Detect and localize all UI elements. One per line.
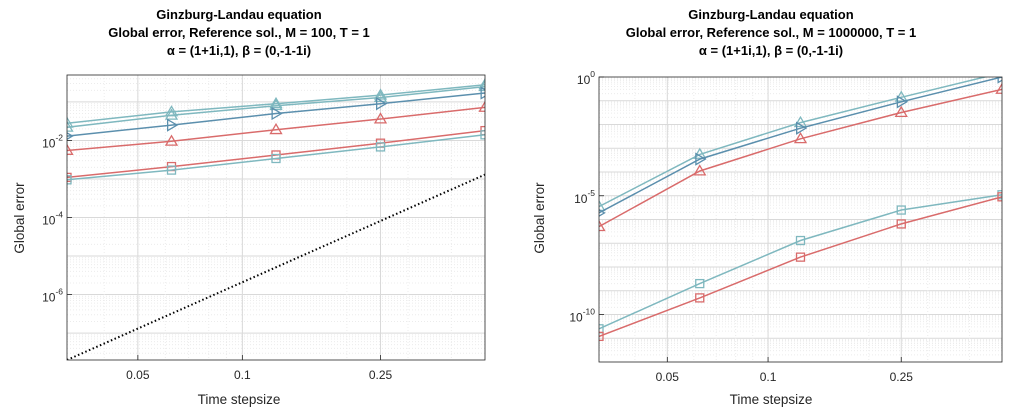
right-chart-series-1-point-2	[796, 121, 808, 135]
right-chart-y-tick-base-2: 10	[569, 311, 583, 325]
left-chart-series-3-point-0	[67, 143, 74, 155]
right-chart-x-axis-label: Time stepsize	[730, 392, 813, 407]
right-chart-series-0-point-4	[995, 77, 1002, 78]
left-chart-y-axis-label: Global error	[12, 182, 27, 254]
left-chart-series-3-point-3	[373, 112, 388, 124]
right-chart-panel: Ginzburg-Landau equation Global error, R…	[532, 7, 1003, 407]
right-chart-axes-box	[598, 76, 1003, 363]
right-chart-series-2-point-0	[599, 219, 606, 232]
right-chart-y-tick-exponent-1: -5	[587, 188, 595, 198]
left-chart-series-3-point-2	[269, 122, 283, 135]
right-chart-series-3-line	[599, 194, 1002, 330]
left-chart-series-5-point-3	[375, 142, 386, 152]
left-chart-series-0-line	[67, 83, 485, 124]
left-chart-y-tick-base-1: 10	[42, 214, 56, 228]
right-chart-x-tick-label-2: 0.25	[890, 370, 914, 384]
left-chart-y-tick-label-1: 10-4	[42, 210, 63, 228]
left-chart-series-2-point-3	[375, 97, 388, 111]
left-chart-series-6-line	[67, 173, 485, 360]
right-chart-series-2-point-2	[793, 132, 808, 144]
left-chart-panel: Ginzburg-Landau equation Global error, R…	[12, 7, 486, 407]
left-chart-series-2-line	[67, 92, 485, 137]
left-chart-series-1-point-4	[478, 79, 485, 92]
right-chart-series-4-point-4	[997, 192, 1002, 202]
left-chart-title-line-2: Global error, Reference sol., M = 100, T…	[108, 25, 370, 40]
right-chart-title-line-1: Ginzburg-Landau equation	[688, 7, 853, 22]
right-chart-x-tick-label-1: 0.1	[760, 370, 777, 384]
left-chart-series-5-point-1	[166, 165, 177, 175]
left-chart-title-line-1: Ginzburg-Landau equation	[156, 7, 321, 22]
left-chart-series-3-line	[67, 106, 485, 152]
right-chart-series-group	[599, 77, 1002, 342]
right-chart-y-tick-base-1: 10	[574, 192, 588, 206]
left-chart-title-line-3: α = (1+1i,1), β = (0,-1-1i)	[167, 43, 311, 58]
left-chart-series-3-point-4	[478, 100, 485, 112]
left-chart-x-tick-label-1: 0.1	[234, 368, 251, 382]
left-chart-y-tick-label-2: 10-6	[42, 287, 63, 305]
right-chart-series-3-point-1	[695, 278, 705, 289]
right-chart-series-2-point-1	[693, 164, 707, 176]
left-chart-series-2-point-2	[271, 106, 283, 121]
right-chart-y-tick-label-1: 10-5	[574, 188, 595, 206]
left-chart-series-5-point-2	[271, 153, 281, 164]
right-chart-series-1-point-0	[599, 208, 606, 217]
left-chart-y-tick-base-0: 10	[42, 136, 56, 150]
left-chart-series-5-line	[67, 134, 485, 181]
left-chart-grid	[67, 75, 485, 360]
left-chart-series-0-point-0	[67, 116, 74, 128]
left-chart-y-tick-exponent-0: -2	[55, 132, 63, 142]
left-chart-series-group	[67, 77, 485, 360]
right-chart-y-tick-base-0: 10	[577, 73, 591, 87]
left-chart-series-5-point-0	[67, 175, 72, 185]
right-chart-series-4-line	[599, 196, 1002, 338]
left-chart-series-2-point-1	[166, 118, 179, 132]
left-chart-series-1-point-3	[373, 90, 388, 103]
right-chart-series-4-point-2	[795, 252, 806, 262]
right-chart-grid	[599, 77, 1002, 362]
right-chart-x-tick-label-0: 0.05	[656, 370, 680, 384]
left-chart-series-1-point-2	[269, 98, 283, 111]
right-chart-series-3-point-3	[896, 205, 906, 215]
left-chart-series-2-point-0	[67, 132, 74, 141]
left-chart-series-5-point-4	[480, 130, 485, 140]
left-chart-y-tick-base-2: 10	[42, 291, 56, 305]
left-chart-series-0-point-4	[478, 77, 485, 90]
left-chart-x-axis-label: Time stepsize	[198, 392, 281, 407]
right-chart-series-2-point-4	[995, 82, 1002, 94]
left-chart-series-2-point-4	[480, 86, 485, 100]
right-chart-series-1-line	[599, 77, 1002, 214]
right-chart-series-4-point-3	[896, 219, 906, 229]
right-chart-series-2-point-3	[894, 105, 908, 118]
left-chart-series-1-point-1	[164, 108, 179, 120]
right-chart-series-2-line	[599, 88, 1002, 228]
left-chart-y-tick-exponent-1: -4	[55, 210, 63, 220]
right-chart-title-line-2: Global error, Reference sol., M = 100000…	[626, 25, 916, 40]
right-chart-series-1-point-3	[896, 95, 909, 109]
right-chart-series-0-line	[599, 77, 988, 208]
left-chart-series-1-line	[67, 85, 485, 129]
right-chart-title-line-3: α = (1+1i,1), β = (0,-1-1i)	[699, 43, 843, 58]
right-chart-y-tick-exponent-2: -10	[583, 307, 596, 317]
left-chart-series-3-point-1	[164, 134, 179, 146]
left-chart-x-tick-label-2: 0.25	[369, 368, 393, 382]
left-chart-y-tick-exponent-2: -6	[55, 287, 63, 297]
right-chart-series-0-point-0	[599, 199, 606, 212]
left-chart-y-tick-label-0: 10-2	[42, 132, 63, 150]
right-chart-series-3-point-2	[795, 235, 806, 246]
right-chart-y-tick-exponent-0: 0	[590, 69, 595, 79]
right-chart-series-4-point-0	[599, 331, 604, 342]
right-chart-series-3-point-0	[599, 324, 604, 334]
right-chart-series-1-point-1	[695, 152, 707, 166]
left-chart-x-tick-label-0: 0.05	[126, 368, 150, 382]
left-chart-series-0-point-3	[373, 88, 388, 100]
right-chart-y-axis-label: Global error	[532, 182, 547, 254]
left-chart-series-0-point-2	[269, 96, 283, 109]
right-chart-series-4-point-1	[695, 293, 705, 303]
left-chart-series-1-point-0	[67, 120, 74, 132]
right-chart-y-tick-label-0: 100	[577, 69, 595, 87]
right-chart-y-tick-label-2: 10-10	[569, 307, 595, 325]
right-chart-series-0-point-2	[793, 115, 808, 128]
